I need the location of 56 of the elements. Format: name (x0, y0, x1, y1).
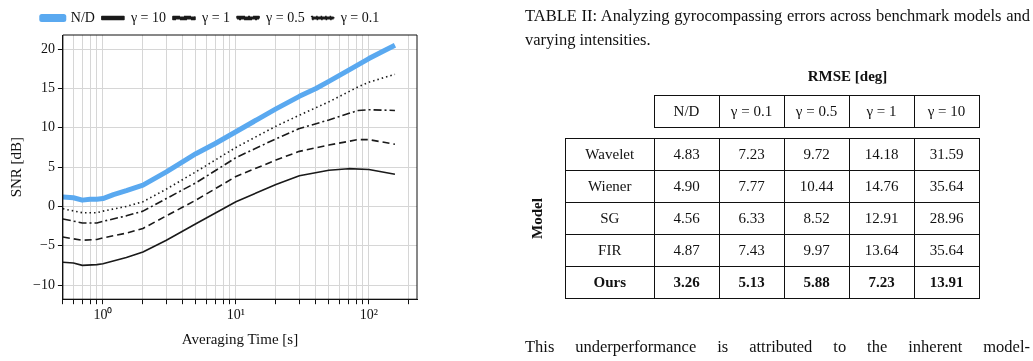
data-label: 4.56 (654, 202, 719, 235)
data-label: 14.18 (849, 138, 914, 171)
chart-title: TABLE II: Analyzing gyrocompassing errors across benchmark models and varying intensities. (525, 5, 1030, 51)
y-tick-label: 5 (47, 158, 55, 174)
y-tick-label: 15 (40, 80, 55, 96)
x-tick-label: N/D (654, 95, 719, 128)
data-label: 8.52 (784, 202, 849, 235)
y-tick-label: 10 (40, 119, 55, 135)
x-tick-label: 10⁰ (93, 307, 113, 323)
y-tick-label: SG (565, 202, 654, 235)
y-tick-label: −10 (32, 276, 55, 292)
y-tick-label: Wavelet (565, 138, 654, 171)
x-tick-label: γ = 0.5 (784, 95, 849, 128)
y-tick-label: FIR (565, 234, 654, 267)
y-tick-label: 0 (47, 198, 55, 214)
data-label: 13.64 (849, 234, 914, 267)
legend-label: γ = 1 (200, 9, 231, 25)
y-tick-label: 20 (40, 40, 55, 56)
legend-label: γ = 10 (129, 9, 166, 25)
data-label: 7.23 (849, 266, 914, 299)
legend-label: γ = 0.1 (339, 9, 380, 25)
x-tick-label: γ = 1 (849, 95, 914, 128)
data-label: 7.77 (719, 170, 784, 203)
y-axis-title: SNR [dB] (7, 136, 24, 198)
legend-label: N/D (70, 9, 95, 25)
legend-label: γ = 0.5 (265, 9, 305, 25)
data-label: 5.88 (784, 266, 849, 299)
data-label: 28.96 (914, 202, 979, 235)
data-label: 10.44 (784, 170, 849, 203)
y-tick-label: −5 (39, 237, 55, 253)
x-tick-label: 10¹ (226, 307, 246, 323)
data-label: 35.64 (914, 234, 979, 267)
y-tick-label: Ours (565, 266, 654, 299)
data-label: 4.83 (654, 138, 719, 171)
data-label: 3.26 (654, 266, 719, 299)
data-label: 7.43 (719, 234, 784, 267)
text: This underperformance is attributed to the inherent model- (525, 337, 1030, 357)
data-label: 9.72 (784, 138, 849, 171)
data-label: 7.23 (719, 138, 784, 171)
y-axis-title: Model (528, 198, 546, 239)
data-label: 4.90 (654, 170, 719, 203)
data-label: 12.91 (849, 202, 914, 235)
data-label: 13.91 (914, 266, 979, 299)
x-axis-title: RMSE [deg] (806, 68, 889, 85)
x-tick-label: 10² (359, 307, 378, 323)
x-tick-label: γ = 0.1 (719, 95, 784, 128)
data-label: 5.13 (719, 266, 784, 299)
data-label: 14.76 (849, 170, 914, 203)
y-tick-label: Wiener (565, 170, 654, 203)
data-label: 4.87 (654, 234, 719, 267)
data-label: 9.97 (784, 234, 849, 267)
data-label: 31.59 (914, 138, 979, 171)
data-label: 6.33 (719, 202, 784, 235)
data-label: 35.64 (914, 170, 979, 203)
x-tick-label: γ = 10 (914, 95, 979, 128)
x-axis-title: Averaging Time [s] (181, 330, 299, 347)
